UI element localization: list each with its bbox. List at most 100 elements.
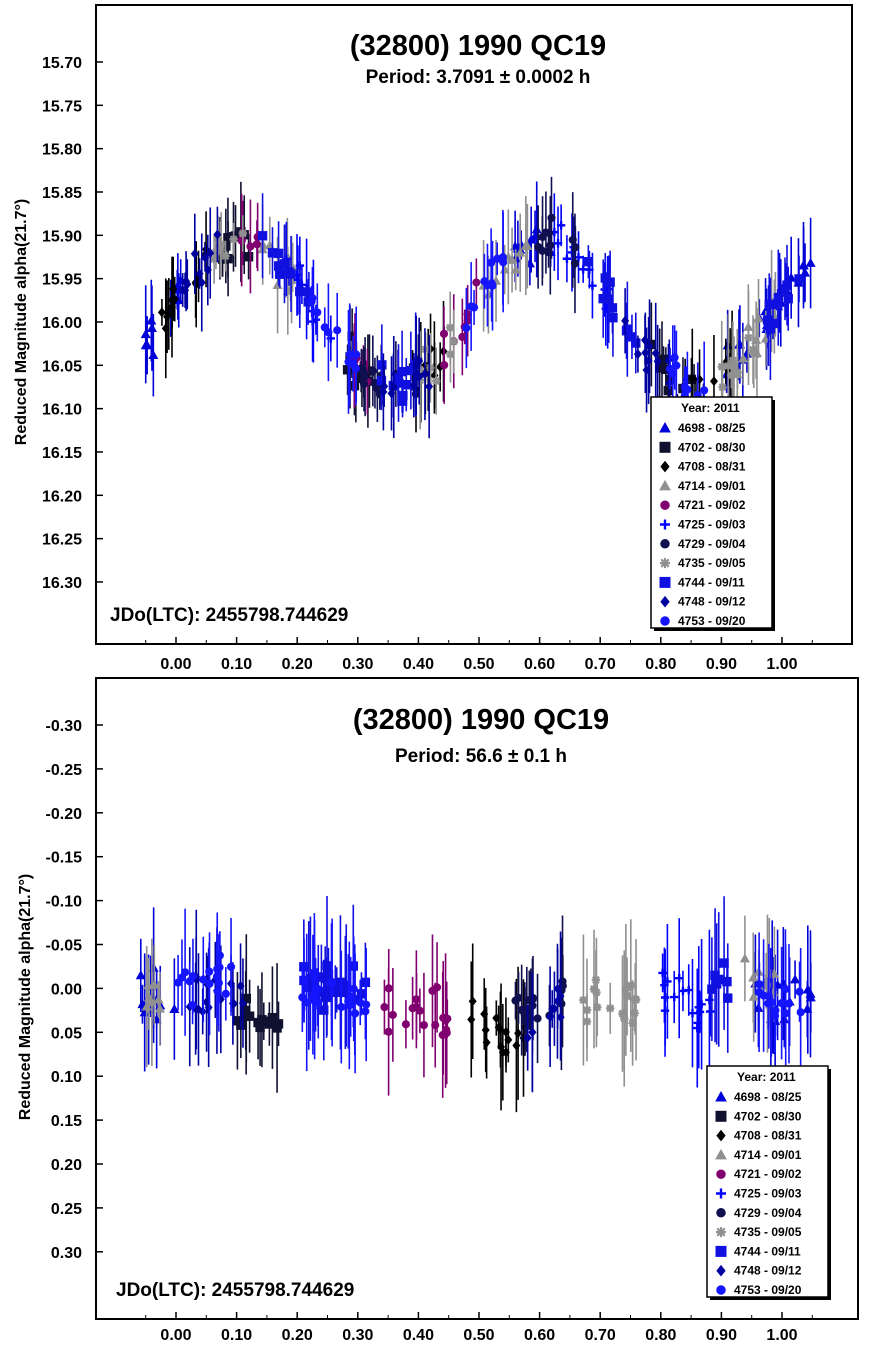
x-tick-label: 0.20	[282, 1327, 313, 1344]
data-point	[135, 970, 146, 980]
legend-marker	[715, 1148, 727, 1160]
data-point	[244, 1011, 255, 1021]
data-point	[706, 1007, 715, 1016]
y-tick-label: 15.70	[42, 55, 82, 72]
y-tick-label: 16.15	[42, 445, 82, 462]
data-point	[739, 953, 750, 963]
y-tick-label: -0.05	[46, 938, 83, 955]
legend-marker	[716, 1227, 726, 1238]
jd-annotation: JDo(LTC): 2455798.744629	[116, 1280, 354, 1301]
data-point	[528, 1027, 537, 1038]
legend-marker	[716, 1264, 726, 1277]
y-tick-label: 16.20	[42, 488, 82, 505]
x-tick-label: 0.60	[524, 656, 555, 673]
data-point	[709, 376, 718, 387]
data-point	[592, 988, 601, 997]
y-tick-label: 16.05	[42, 358, 82, 375]
data-point	[327, 977, 336, 986]
data-point	[401, 1020, 410, 1029]
data-point	[553, 239, 563, 248]
data-point	[446, 350, 455, 359]
jd-annotation: JDo(LTC): 2455798.744629	[110, 605, 348, 626]
y-tick-label: 15.95	[42, 272, 82, 289]
data-point	[409, 380, 418, 391]
legend-marker	[716, 1285, 726, 1295]
data-point	[408, 1004, 417, 1013]
chart-subtitle: Period: 3.7091 ± 0.0002 h	[366, 67, 591, 88]
data-point	[298, 993, 307, 1002]
y-tick-label: 15.90	[42, 228, 82, 245]
data-point	[199, 975, 208, 984]
data-point	[320, 323, 329, 332]
x-tick-label: 0.00	[160, 656, 191, 673]
data-point	[777, 999, 786, 1008]
legend-marker	[660, 595, 670, 608]
data-point	[274, 269, 285, 279]
data-point	[458, 332, 467, 342]
y-tick-label: 0.10	[51, 1069, 82, 1086]
data-point	[221, 989, 230, 998]
y-tick-label: 15.80	[42, 142, 82, 159]
data-point	[621, 326, 632, 336]
data-point	[620, 1014, 629, 1023]
data-point	[700, 386, 709, 395]
data-point	[146, 322, 157, 332]
data-point	[653, 356, 662, 367]
data-point	[368, 366, 377, 376]
data-point	[556, 990, 565, 1001]
data-point	[718, 382, 727, 392]
legend-marker	[716, 1208, 726, 1218]
legend-entry: 4735 - 09/05	[678, 556, 746, 570]
data-point	[694, 1003, 703, 1012]
x-tick-label: 0.50	[463, 656, 494, 673]
legend-entry: 4725 - 09/03	[678, 518, 746, 532]
legend-entry: 4744 - 09/11	[678, 575, 745, 589]
panel-bottom: -0.30 -0.25 -0.20 -0.15 -0.10 -0.05 0.00 0.05 0.…	[17, 677, 859, 1344]
data-point	[738, 353, 749, 363]
x-tick-label: 0.60	[524, 1327, 555, 1344]
data-point	[729, 362, 739, 371]
data-point	[523, 1032, 532, 1043]
chart-subtitle: Period: 56.6 ± 0.1 h	[395, 746, 567, 767]
data-point	[440, 360, 449, 370]
data-point	[771, 1011, 780, 1020]
legend-marker	[716, 1129, 726, 1142]
x-tick-label: 0.10	[221, 656, 252, 673]
data-point	[724, 361, 733, 371]
data-point	[714, 974, 724, 985]
data-point	[238, 229, 247, 238]
data-point	[335, 977, 346, 988]
data-point	[748, 991, 759, 1001]
data-point	[626, 981, 636, 990]
data-point	[345, 350, 354, 359]
data-point	[252, 240, 261, 249]
data-point	[185, 977, 194, 986]
data-point	[538, 246, 547, 255]
data-point	[419, 1021, 428, 1030]
legend-marker	[659, 479, 671, 491]
data-point	[753, 313, 764, 323]
y-tick-label: 0.05	[51, 1025, 82, 1042]
data-point	[420, 369, 429, 380]
data-point	[361, 1007, 370, 1016]
data-point	[178, 284, 187, 295]
data-point	[384, 1027, 393, 1036]
data-point	[255, 1022, 265, 1033]
data-point	[670, 992, 679, 1002]
data-point	[562, 254, 572, 263]
data-point	[302, 998, 311, 1007]
data-point	[221, 251, 230, 261]
data-point	[765, 324, 776, 334]
data-point	[333, 326, 342, 335]
x-tick-label: 0.30	[342, 1327, 373, 1344]
legend-entry: 4729 - 09/04	[678, 537, 746, 551]
y-tick-label: 0.00	[51, 981, 82, 998]
data-point	[462, 323, 471, 333]
legend-marker	[660, 460, 670, 473]
data-point	[308, 293, 317, 303]
data-point	[571, 243, 580, 252]
data-points	[135, 896, 816, 1113]
data-point	[308, 990, 317, 999]
legend-entry: 4735 - 09/05	[734, 1225, 802, 1239]
legend-entry: 4753 - 09/20	[734, 1283, 802, 1297]
